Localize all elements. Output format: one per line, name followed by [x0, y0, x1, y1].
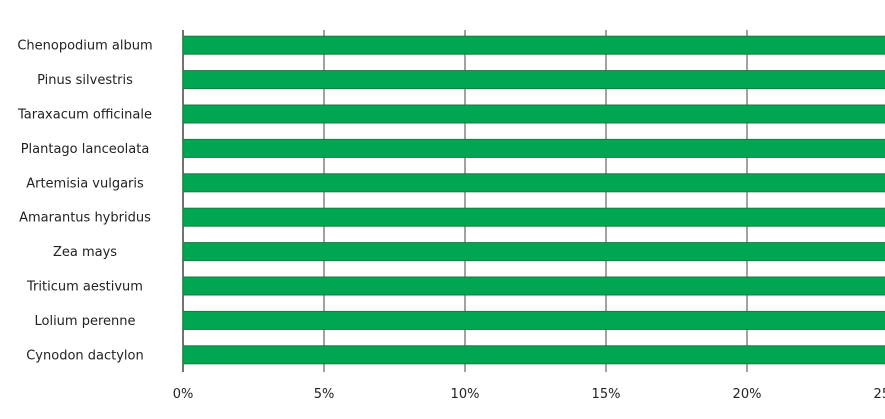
category-label: Chenopodium album — [17, 39, 152, 54]
x-tick-label: 15% — [592, 387, 621, 402]
category-label: Amarantus hybridus — [19, 211, 151, 226]
value-axis-tick-labels: 0%5%10%15%20%25%30%35%40%45%50 — [173, 387, 885, 402]
bar — [182, 242, 885, 262]
bar — [182, 70, 885, 90]
bar — [182, 276, 885, 296]
bars — [182, 35, 885, 365]
bar — [182, 138, 885, 158]
category-label: Zea mays — [53, 245, 117, 260]
category-label: Artemisia vulgaris — [26, 176, 144, 191]
bar — [182, 310, 885, 330]
category-label: Taraxacum officinale — [17, 108, 152, 123]
category-label: Cynodon dactylon — [26, 348, 144, 363]
bar — [182, 35, 885, 55]
category-axis-labels: Chenopodium album Pinus silvestris Taraxac… — [17, 39, 153, 364]
bar — [182, 173, 885, 193]
x-tick-label: 0% — [173, 387, 194, 402]
bar — [182, 345, 885, 365]
x-tick-label: 10% — [451, 387, 480, 402]
category-label: Plantago lanceolata — [21, 142, 150, 157]
category-label: Lolium perenne — [34, 314, 135, 329]
x-tick-label: 20% — [733, 387, 762, 402]
bar — [182, 104, 885, 124]
category-label: Triticum aestivum — [26, 280, 143, 295]
x-tick-label: 5% — [314, 387, 335, 402]
category-label: Pinus silvestris — [37, 73, 133, 88]
bar — [182, 207, 885, 227]
x-tick-label: 25% — [874, 387, 885, 402]
